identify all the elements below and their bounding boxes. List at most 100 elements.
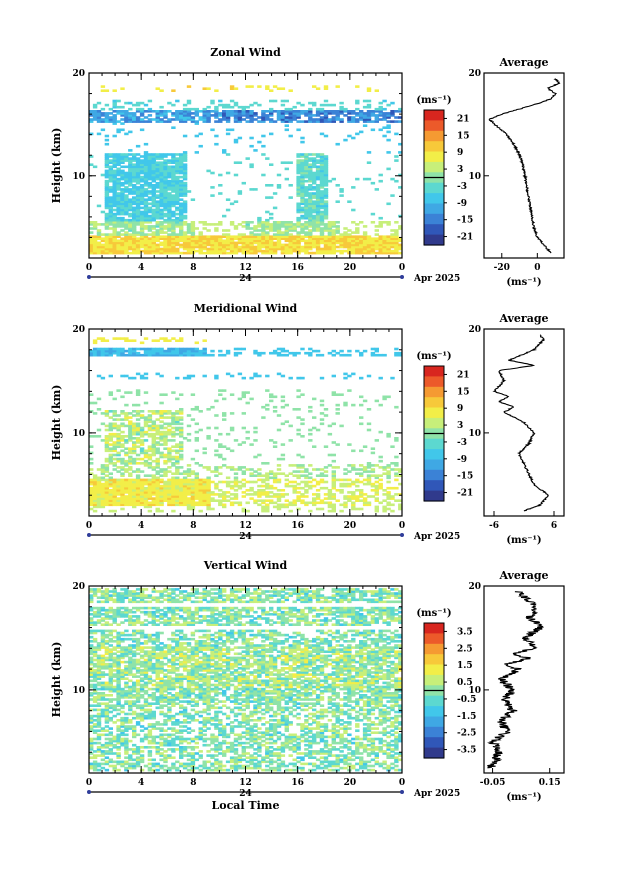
heatmap-cell xyxy=(112,482,117,486)
heatmap-cell xyxy=(194,243,199,247)
heatmap-cell xyxy=(167,165,172,169)
heatmap-cell xyxy=(124,231,129,234)
heatmap-cell xyxy=(92,489,98,492)
heatmap-cell xyxy=(108,731,113,734)
heatmap-cell xyxy=(198,509,203,513)
heatmap-cell xyxy=(312,239,317,243)
heatmap-cell xyxy=(276,468,282,471)
heatmap-cell xyxy=(284,161,289,164)
heatmap-cell xyxy=(327,432,333,436)
heatmap-cell xyxy=(198,349,203,353)
average-profile-line xyxy=(488,78,561,254)
heatmap-cell xyxy=(92,588,98,591)
heatmap-cell xyxy=(304,204,309,208)
heatmap-cell xyxy=(362,118,368,121)
heatmap-cell xyxy=(257,474,262,477)
heatmap-cell xyxy=(96,118,102,121)
heatmap-cell xyxy=(89,112,94,115)
heatmap-cell xyxy=(284,482,289,486)
heatmap-cell xyxy=(175,177,180,181)
heatmap-cell xyxy=(362,124,368,127)
colorbar-unit: (ms⁻¹) xyxy=(416,351,451,362)
heatmap-cell xyxy=(276,110,282,113)
heatmap-cell xyxy=(194,497,199,500)
heatmap-cell xyxy=(323,212,329,216)
heatmap-cell xyxy=(135,212,141,216)
heatmap-cell xyxy=(272,395,278,399)
heatmap-cell xyxy=(163,202,168,206)
heatmap-cell xyxy=(143,225,149,228)
heatmap-cell xyxy=(190,495,196,498)
heatmap-cell xyxy=(135,412,141,415)
heatmap-cell xyxy=(374,245,379,249)
heatmap-cell xyxy=(261,112,266,115)
heatmap-cell xyxy=(272,251,278,255)
heatmap-cell xyxy=(120,395,125,399)
heatmap-cell xyxy=(96,110,102,113)
heatmap-cell xyxy=(394,462,399,465)
heatmap-cell xyxy=(124,464,129,467)
heatmap-cell xyxy=(159,484,164,488)
heatmap-cell xyxy=(171,472,176,475)
heatmap-cell xyxy=(222,214,227,218)
heatmap-cell xyxy=(120,210,125,214)
heatmap-cell xyxy=(308,110,313,113)
heatmap-cell xyxy=(175,476,180,480)
heatmap-cell xyxy=(300,470,305,473)
heatmap-cell xyxy=(292,247,297,251)
heatmap-cell xyxy=(339,112,344,115)
heatmap-cell xyxy=(390,497,395,500)
heatmap-cell xyxy=(104,702,110,705)
heatmap-cell xyxy=(378,247,383,251)
heatmap-cell xyxy=(288,351,293,355)
heatmap-cell xyxy=(300,200,305,203)
heatmap-cell xyxy=(112,245,117,249)
heatmap-cell xyxy=(296,128,301,132)
heatmap-cell xyxy=(186,439,192,442)
heatmap-cell xyxy=(225,120,231,123)
heatmap-cell xyxy=(139,114,145,117)
heatmap-cell xyxy=(398,245,403,249)
heatmap-cell xyxy=(139,414,145,417)
heatmap-cell xyxy=(308,173,313,177)
heatmap-cell xyxy=(104,249,110,253)
heatmap-cell xyxy=(159,439,164,442)
heatmap-cell xyxy=(96,733,102,737)
heatmap-cell xyxy=(288,110,293,113)
heatmap-cell xyxy=(89,746,94,749)
heatmap-cell xyxy=(245,221,250,224)
heatmap-cell xyxy=(241,239,246,243)
heatmap-cell xyxy=(253,118,258,121)
heatmap-cell xyxy=(265,225,270,228)
heatmap-cell xyxy=(135,457,141,461)
heatmap-cell xyxy=(108,112,113,115)
heatmap-cell xyxy=(335,393,340,396)
heatmap-cell xyxy=(139,443,145,446)
heatmap-cell xyxy=(96,677,102,680)
heatmap-cell xyxy=(100,118,106,121)
heatmap-cell xyxy=(163,439,168,442)
heatmap-cell xyxy=(135,428,141,432)
heatmap-cell xyxy=(167,218,172,222)
heatmap-cell xyxy=(124,391,129,394)
heatmap-cell xyxy=(335,110,340,113)
heatmap-cell xyxy=(163,482,168,486)
heatmap-cell xyxy=(394,249,399,253)
heatmap-cell xyxy=(206,484,211,488)
heatmap-cell xyxy=(331,116,336,119)
heatmap-cell xyxy=(382,241,387,245)
heatmap-cell xyxy=(171,167,176,171)
heatmap-cell xyxy=(116,418,121,421)
heatmap-cell xyxy=(296,470,301,473)
heatmap-cell xyxy=(214,453,219,457)
heatmap-cell xyxy=(210,237,215,240)
heatmap-cell xyxy=(159,251,164,255)
heatmap-cell xyxy=(347,237,352,240)
heatmap-cell xyxy=(355,507,360,511)
heatmap-cell xyxy=(362,478,368,482)
heatmap-cell xyxy=(92,484,98,488)
heatmap-cell xyxy=(331,237,336,240)
heatmap-cell xyxy=(265,184,270,187)
heatmap-cell xyxy=(89,227,94,230)
